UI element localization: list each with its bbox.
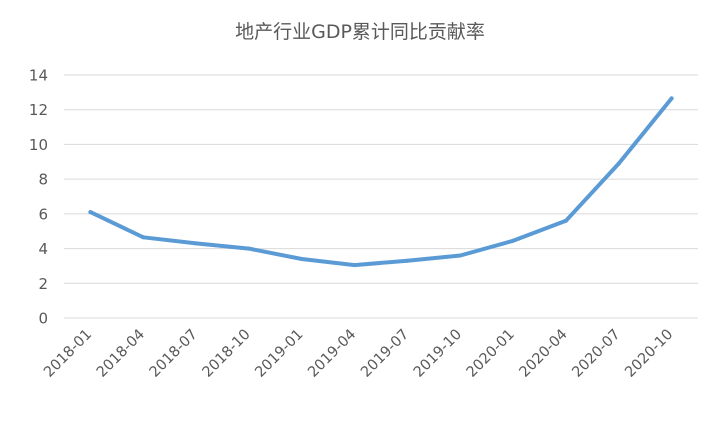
series-group: [88, 96, 674, 268]
x-tick-label: 2019-04: [305, 327, 359, 381]
x-axis-ticks: 2018-012018-042018-072018-102019-012019-…: [41, 327, 676, 381]
data-point: [405, 258, 410, 263]
y-axis-ticks: 0 2 4 6 8 10 12 14: [29, 67, 48, 328]
y-tick-label: 4: [38, 240, 48, 258]
data-point: [563, 218, 568, 223]
x-tick-label: 2020-10: [622, 327, 676, 381]
data-point: [458, 253, 463, 258]
y-tick-label: 8: [38, 171, 48, 189]
data-point: [616, 161, 621, 166]
data-point: [352, 263, 357, 268]
x-tick-label: 2020-01: [464, 327, 518, 381]
x-tick-label: 2019-01: [252, 327, 306, 381]
y-tick-label: 12: [29, 101, 48, 119]
y-tick-label: 14: [29, 67, 48, 85]
x-tick-label: 2019-10: [411, 327, 465, 381]
data-point: [194, 241, 199, 246]
data-point: [141, 235, 146, 240]
x-tick-label: 2019-07: [358, 327, 412, 381]
series-line: [88, 96, 674, 268]
x-tick-label: 2020-07: [569, 327, 623, 381]
data-point: [511, 238, 516, 243]
data-point: [669, 96, 674, 101]
y-tick-label: 0: [38, 310, 48, 328]
x-tick-label: 2020-04: [517, 327, 571, 381]
data-point: [88, 210, 93, 215]
data-point: [246, 246, 251, 251]
y-tick-label: 6: [38, 205, 48, 223]
y-tick-label: 10: [29, 136, 48, 154]
x-tick-label: 2018-01: [41, 327, 95, 381]
gridlines: [64, 74, 698, 319]
y-tick-label: 2: [38, 275, 48, 293]
x-tick-label: 2018-07: [147, 327, 201, 381]
data-point: [299, 256, 304, 261]
x-tick-label: 2018-04: [94, 327, 148, 381]
chart-title: 地产行业GDP累计同比贡献率: [235, 21, 485, 43]
x-tick-label: 2018-10: [200, 327, 254, 381]
